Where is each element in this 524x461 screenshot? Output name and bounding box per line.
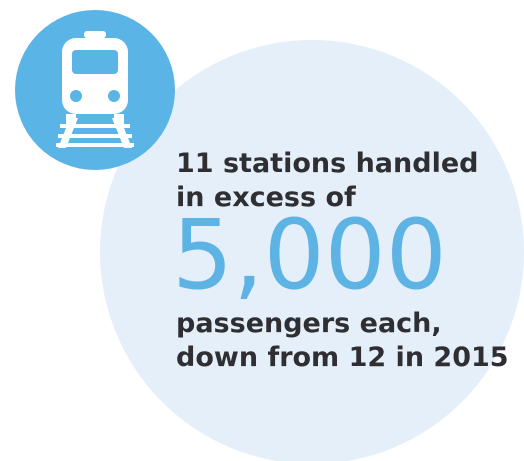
train-icon (15, 10, 175, 170)
background-circle (100, 40, 524, 461)
outro-line: passengers each, (176, 308, 442, 339)
outro-line: down from 12 in 2015 (176, 342, 509, 373)
intro-line: 11 stations handled (176, 148, 478, 179)
highlight-figure: 5,000 (172, 199, 447, 311)
intro-line: in excess of (176, 182, 356, 213)
